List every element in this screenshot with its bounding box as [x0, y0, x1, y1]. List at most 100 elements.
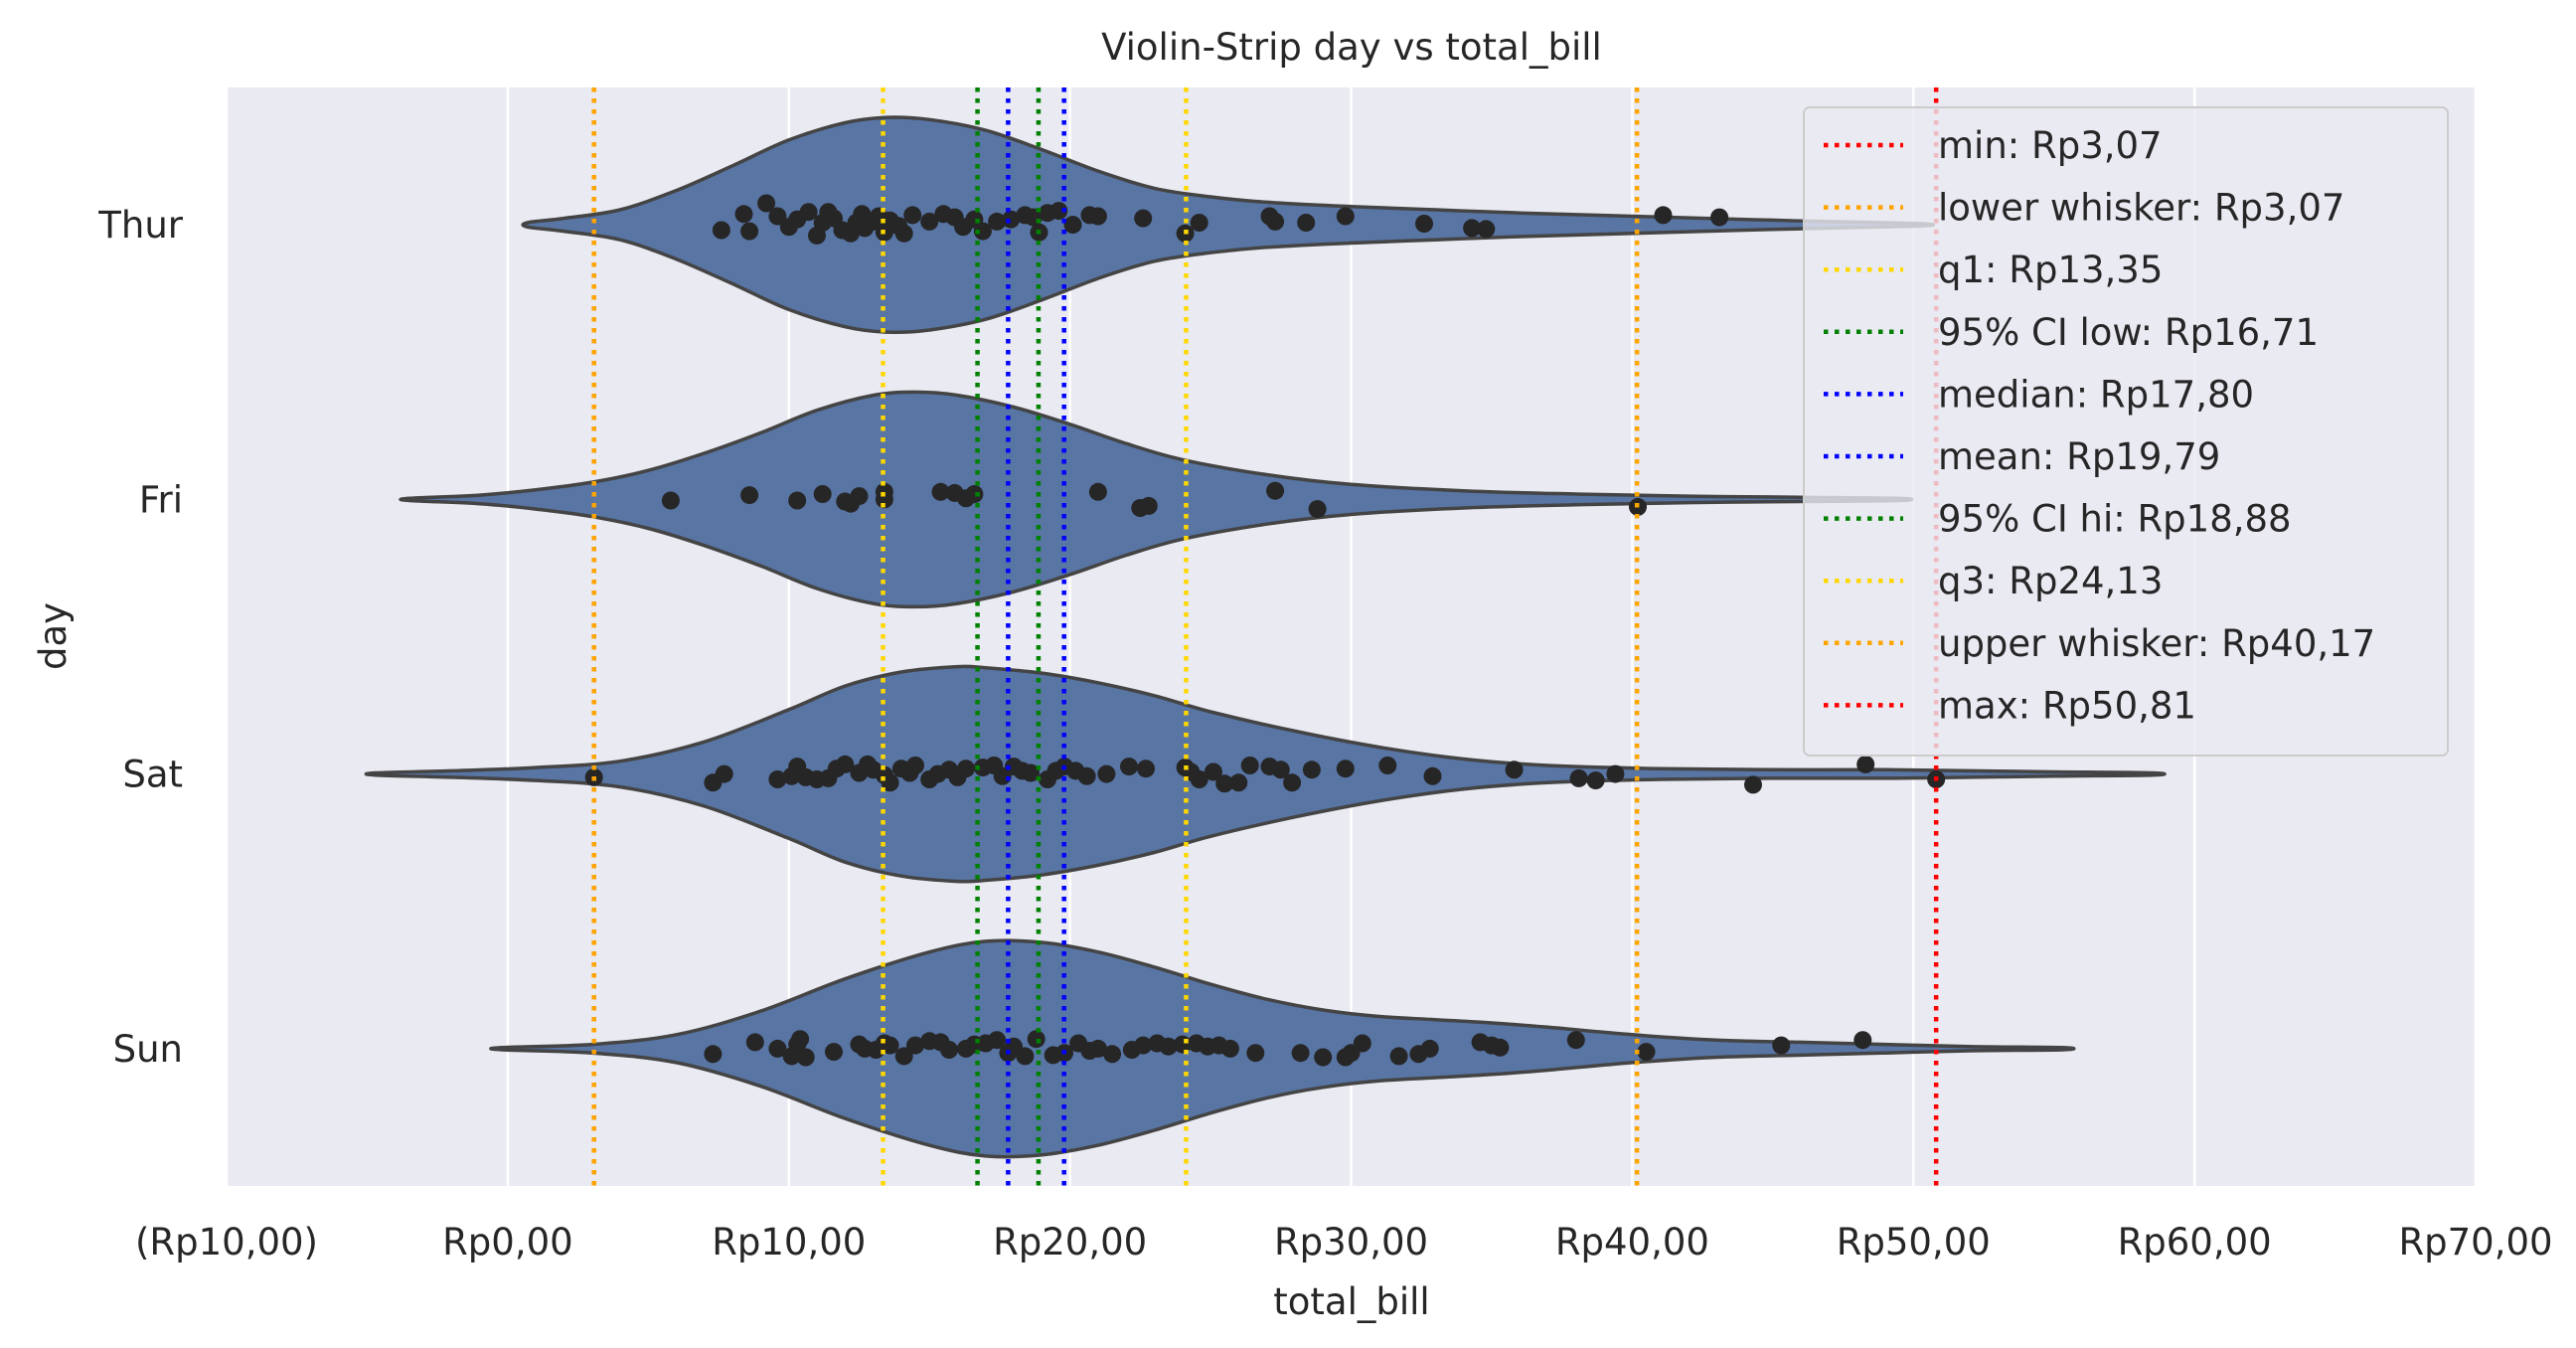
point-sun-40: [1220, 1039, 1239, 1058]
x-tick-label-4: Rp30,00: [1274, 1221, 1428, 1264]
point-thur-29: [973, 222, 992, 241]
point-thur-36: [1049, 202, 1068, 221]
violins: [364, 115, 2167, 1159]
point-sun-0: [704, 1045, 723, 1064]
y-tick-label-fri: Fri: [139, 478, 183, 521]
point-thur-2: [740, 222, 759, 241]
point-sun-5: [791, 1030, 810, 1049]
point-thur-3: [757, 194, 776, 213]
point-thur-42: [1190, 214, 1208, 232]
point-sun-41: [1246, 1044, 1265, 1063]
point-thur-49: [1477, 220, 1496, 239]
point-fri-17: [1308, 500, 1327, 519]
point-sat-43: [1229, 773, 1248, 792]
point-thur-7: [799, 203, 818, 222]
y-ticks: Thur Fri Sat Sun: [97, 204, 184, 1071]
point-thur-1: [734, 205, 753, 224]
point-sun-30: [1088, 1039, 1107, 1058]
x-ticks: (Rp10,00) Rp0,00 Rp10,00 Rp20,00 Rp30,00 Rp40…: [135, 1221, 2553, 1264]
legend-label-lower-whisker: lower whisker: Rp3,07: [1938, 187, 2344, 230]
point-sun-7: [825, 1043, 843, 1062]
point-fri-8: [875, 482, 893, 501]
point-sat-50: [1378, 757, 1397, 774]
legend-label-95-ci-hi: 95% CI hi: Rp18,88: [1938, 498, 2292, 541]
point-thur-48: [1463, 219, 1482, 238]
legend-label-q3: q3: Rp24,13: [1938, 560, 2163, 602]
point-fri-9: [931, 482, 950, 501]
point-fri-2: [788, 491, 807, 510]
y-tick-label-sun: Sun: [113, 1028, 183, 1071]
violin-sun: [489, 938, 2076, 1159]
point-sun-12: [881, 1036, 899, 1055]
point-thur-46: [1336, 207, 1355, 226]
point-thur-22: [894, 224, 913, 243]
point-sun-47: [1389, 1047, 1408, 1066]
legend-label-mean: mean: Rp19,79: [1938, 435, 2220, 478]
strip-points: [584, 194, 1946, 1067]
point-sun-24: [1016, 1047, 1035, 1066]
point-thur-30: [988, 212, 1007, 231]
point-sat-46: [1271, 760, 1290, 779]
point-sun-56: [1853, 1031, 1872, 1050]
x-tick-label-2: Rp10,00: [712, 1221, 866, 1264]
point-sat-34: [1077, 766, 1096, 785]
legend-label-upper-whisker: upper whisker: Rp40,17: [1938, 622, 2375, 665]
point-sat-40: [1190, 770, 1208, 788]
point-sat-23: [957, 759, 975, 778]
point-sun-54: [1637, 1043, 1656, 1062]
chart-title: Violin-Strip day vs total_bill: [1101, 26, 1602, 69]
point-fri-12: [965, 485, 984, 503]
point-sat-48: [1302, 760, 1321, 779]
legend-label-median: median: Rp17,80: [1938, 373, 2254, 416]
point-sun-53: [1566, 1031, 1585, 1050]
point-thur-24: [920, 212, 939, 231]
point-sat-41: [1204, 762, 1222, 781]
x-tick-label-7: Rp60,00: [2118, 1221, 2272, 1264]
point-sat-51: [1423, 766, 1442, 785]
point-thur-50: [1654, 206, 1673, 225]
point-sun-52: [1491, 1038, 1510, 1057]
point-sat-37: [1137, 759, 1155, 778]
point-sat-57: [1856, 755, 1875, 773]
point-sun-14: [906, 1036, 924, 1055]
point-fri-15: [1139, 496, 1158, 515]
point-thur-51: [1710, 208, 1729, 227]
point-sun-21: [988, 1031, 1007, 1050]
point-sat-55: [1606, 764, 1625, 783]
x-tick-label-3: Rp20,00: [993, 1221, 1147, 1264]
point-fri-0: [661, 491, 680, 510]
point-sat-54: [1586, 771, 1605, 790]
point-sun-13: [894, 1047, 913, 1066]
point-sun-33: [1134, 1036, 1153, 1055]
x-tick-label-8: Rp70,00: [2398, 1221, 2552, 1264]
point-sat-36: [1120, 758, 1138, 776]
point-thur-23: [903, 206, 922, 225]
y-axis-label: day: [32, 602, 75, 670]
point-sat-53: [1569, 768, 1588, 787]
x-tick-label-0: (Rp10,00): [135, 1221, 318, 1264]
point-sat-49: [1336, 759, 1355, 778]
point-fri-6: [850, 487, 869, 506]
point-thur-39: [1088, 207, 1107, 226]
legend-label-q1: q1: Rp13,35: [1938, 249, 2163, 291]
point-sat-56: [1744, 775, 1762, 794]
legend-label-95-ci-low: 95% CI low: Rp16,71: [1938, 311, 2319, 354]
point-thur-45: [1297, 214, 1316, 232]
point-sat-2: [715, 764, 733, 783]
point-sat-35: [1097, 764, 1116, 783]
point-sun-46: [1353, 1034, 1371, 1053]
point-sat-10: [836, 755, 855, 773]
point-sun-55: [1772, 1036, 1791, 1055]
point-sun-49: [1420, 1039, 1439, 1058]
point-fri-3: [813, 485, 832, 503]
point-thur-0: [712, 221, 730, 240]
x-tick-label-6: Rp50,00: [1837, 1221, 1991, 1264]
point-sun-2: [768, 1039, 787, 1058]
point-sat-3: [768, 770, 787, 788]
point-sun-1: [745, 1033, 764, 1052]
x-tick-label-1: Rp0,00: [442, 1221, 573, 1264]
point-fri-16: [1266, 481, 1285, 500]
point-sun-6: [796, 1048, 815, 1067]
point-sun-17: [940, 1041, 958, 1059]
